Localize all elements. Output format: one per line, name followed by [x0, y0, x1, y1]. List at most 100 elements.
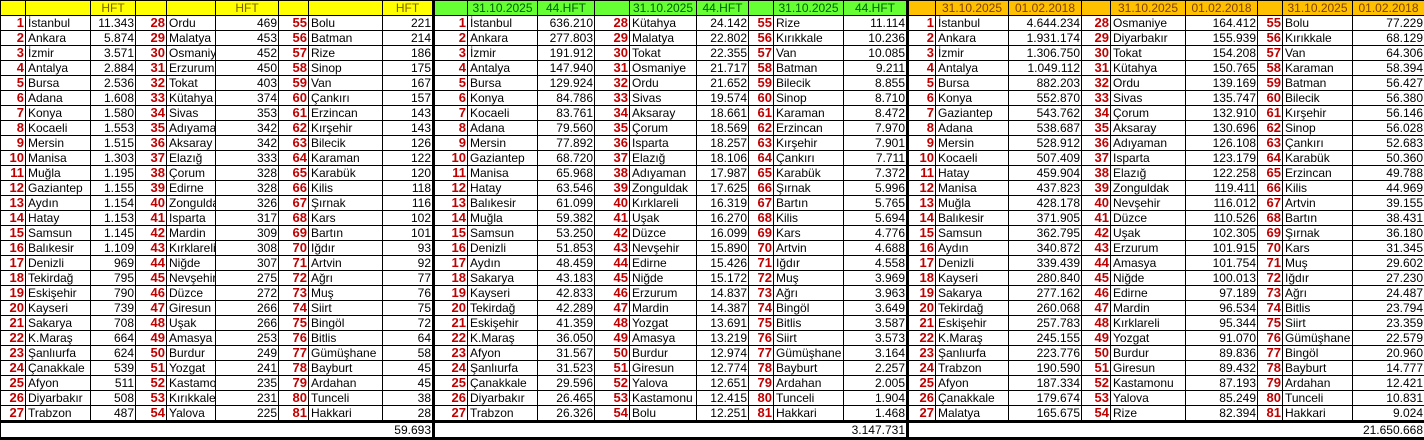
- province-cell[interactable]: Düzce: [630, 226, 697, 241]
- rank-cell[interactable]: 24: [908, 361, 936, 376]
- value-cell[interactable]: 191.912: [538, 46, 595, 61]
- province-cell[interactable]: Kırklareli: [167, 241, 216, 256]
- rank-cell[interactable]: 20: [434, 301, 468, 316]
- value-cell[interactable]: 93: [383, 241, 434, 256]
- value-cell[interactable]: 132.910: [1186, 106, 1258, 121]
- value-cell[interactable]: 1.145: [91, 226, 136, 241]
- rank-cell[interactable]: 61: [749, 106, 774, 121]
- value-cell[interactable]: 340.872: [1009, 241, 1082, 256]
- value-cell[interactable]: 4.644.234: [1009, 16, 1082, 31]
- province-cell[interactable]: Adana: [26, 91, 91, 106]
- column-header[interactable]: 01.02.2018: [1186, 1, 1258, 16]
- value-cell[interactable]: 102: [383, 211, 434, 226]
- value-cell[interactable]: 84.786: [538, 91, 595, 106]
- rank-cell[interactable]: 53: [595, 391, 630, 406]
- province-cell[interactable]: Muğla: [26, 166, 91, 181]
- province-cell[interactable]: Batman: [309, 31, 383, 46]
- province-cell[interactable]: Aksaray: [167, 136, 216, 151]
- province-cell[interactable]: Balıkesir: [26, 241, 91, 256]
- rank-cell[interactable]: 49: [136, 331, 167, 346]
- value-cell[interactable]: 85.249: [1186, 391, 1258, 406]
- value-cell[interactable]: 1.303: [91, 151, 136, 166]
- rank-cell[interactable]: 36: [136, 136, 167, 151]
- value-cell[interactable]: 175: [383, 61, 434, 76]
- province-cell[interactable]: Sakarya: [26, 316, 91, 331]
- rank-cell[interactable]: 70: [1258, 241, 1283, 256]
- rank-cell[interactable]: 17: [1, 256, 26, 271]
- province-cell[interactable]: Hatay: [936, 166, 1009, 181]
- province-cell[interactable]: Uşak: [1111, 226, 1186, 241]
- value-cell[interactable]: 1.049.112: [1009, 61, 1082, 76]
- rank-cell[interactable]: 67: [279, 196, 309, 211]
- province-cell[interactable]: Antalya: [468, 61, 538, 76]
- rank-cell[interactable]: 62: [1258, 121, 1283, 136]
- value-cell[interactable]: 14.387: [697, 301, 749, 316]
- value-cell[interactable]: 253: [216, 331, 279, 346]
- province-cell[interactable]: Sinop: [774, 91, 844, 106]
- column-header[interactable]: 01.02.2018: [1353, 1, 1424, 16]
- rank-cell[interactable]: 76: [749, 331, 774, 346]
- value-cell[interactable]: 89.836: [1186, 346, 1258, 361]
- province-cell[interactable]: Rize: [309, 46, 383, 61]
- rank-cell[interactable]: 19: [1, 286, 26, 301]
- province-cell[interactable]: Isparta: [167, 211, 216, 226]
- rank-cell[interactable]: 9: [1, 136, 26, 151]
- rank-cell[interactable]: 55: [279, 16, 309, 31]
- rank-cell[interactable]: 32: [136, 76, 167, 91]
- province-cell[interactable]: Tekirdağ: [26, 271, 91, 286]
- value-cell[interactable]: 12.651: [697, 376, 749, 391]
- rank-cell[interactable]: 64: [749, 151, 774, 166]
- value-cell[interactable]: 1.931.174: [1009, 31, 1082, 46]
- value-cell[interactable]: 64: [383, 331, 434, 346]
- rank-cell[interactable]: 40: [595, 196, 630, 211]
- value-cell[interactable]: 187.334: [1009, 376, 1082, 391]
- rank-cell[interactable]: 31: [1082, 61, 1111, 76]
- rank-cell[interactable]: 22: [1, 331, 26, 346]
- value-cell[interactable]: 664: [91, 331, 136, 346]
- value-cell[interactable]: 371.905: [1009, 211, 1082, 226]
- value-cell[interactable]: 4.558: [844, 256, 908, 271]
- province-cell[interactable]: Ankara: [936, 31, 1009, 46]
- rank-cell[interactable]: 63: [1258, 136, 1283, 151]
- column-header[interactable]: [136, 1, 167, 16]
- column-header[interactable]: 31.10.2025: [468, 1, 538, 16]
- province-cell[interactable]: Edirne: [630, 256, 697, 271]
- province-cell[interactable]: Bayburt: [1283, 361, 1353, 376]
- province-cell[interactable]: Mardin: [167, 226, 216, 241]
- rank-cell[interactable]: 19: [908, 286, 936, 301]
- value-cell[interactable]: 101.915: [1186, 241, 1258, 256]
- rank-cell[interactable]: 13: [1, 196, 26, 211]
- rank-cell[interactable]: 42: [1082, 226, 1111, 241]
- rank-cell[interactable]: 3: [908, 46, 936, 61]
- province-cell[interactable]: İzmir: [936, 46, 1009, 61]
- province-cell[interactable]: Van: [309, 76, 383, 91]
- province-cell[interactable]: Elazığ: [1111, 166, 1186, 181]
- rank-cell[interactable]: 40: [136, 196, 167, 211]
- value-cell[interactable]: 126: [383, 136, 434, 151]
- province-cell[interactable]: Afyon: [936, 376, 1009, 391]
- province-cell[interactable]: Aydın: [468, 256, 538, 271]
- value-cell[interactable]: 56.427: [1353, 76, 1424, 91]
- province-cell[interactable]: Zonguldak: [1111, 181, 1186, 196]
- province-cell[interactable]: Tunceli: [1283, 391, 1353, 406]
- column-header[interactable]: [26, 1, 91, 16]
- rank-cell[interactable]: 51: [136, 361, 167, 376]
- rank-cell[interactable]: 22: [908, 331, 936, 346]
- province-cell[interactable]: Tunceli: [774, 391, 844, 406]
- value-cell[interactable]: 309: [216, 226, 279, 241]
- rank-cell[interactable]: 69: [1258, 226, 1283, 241]
- rank-cell[interactable]: 18: [908, 271, 936, 286]
- rank-cell[interactable]: 59: [279, 76, 309, 91]
- province-cell[interactable]: Rize: [774, 16, 844, 31]
- rank-cell[interactable]: 27: [908, 406, 936, 422]
- rank-cell[interactable]: 43: [1082, 241, 1111, 256]
- province-cell[interactable]: Kırşehir: [774, 136, 844, 151]
- value-cell[interactable]: 15.890: [697, 241, 749, 256]
- rank-cell[interactable]: 72: [1258, 271, 1283, 286]
- rank-cell[interactable]: 62: [279, 121, 309, 136]
- province-cell[interactable]: Adıyaman: [1111, 136, 1186, 151]
- province-cell[interactable]: Edirne: [167, 181, 216, 196]
- rank-cell[interactable]: 29: [1082, 31, 1111, 46]
- value-cell[interactable]: 342: [216, 121, 279, 136]
- rank-cell[interactable]: 6: [434, 91, 468, 106]
